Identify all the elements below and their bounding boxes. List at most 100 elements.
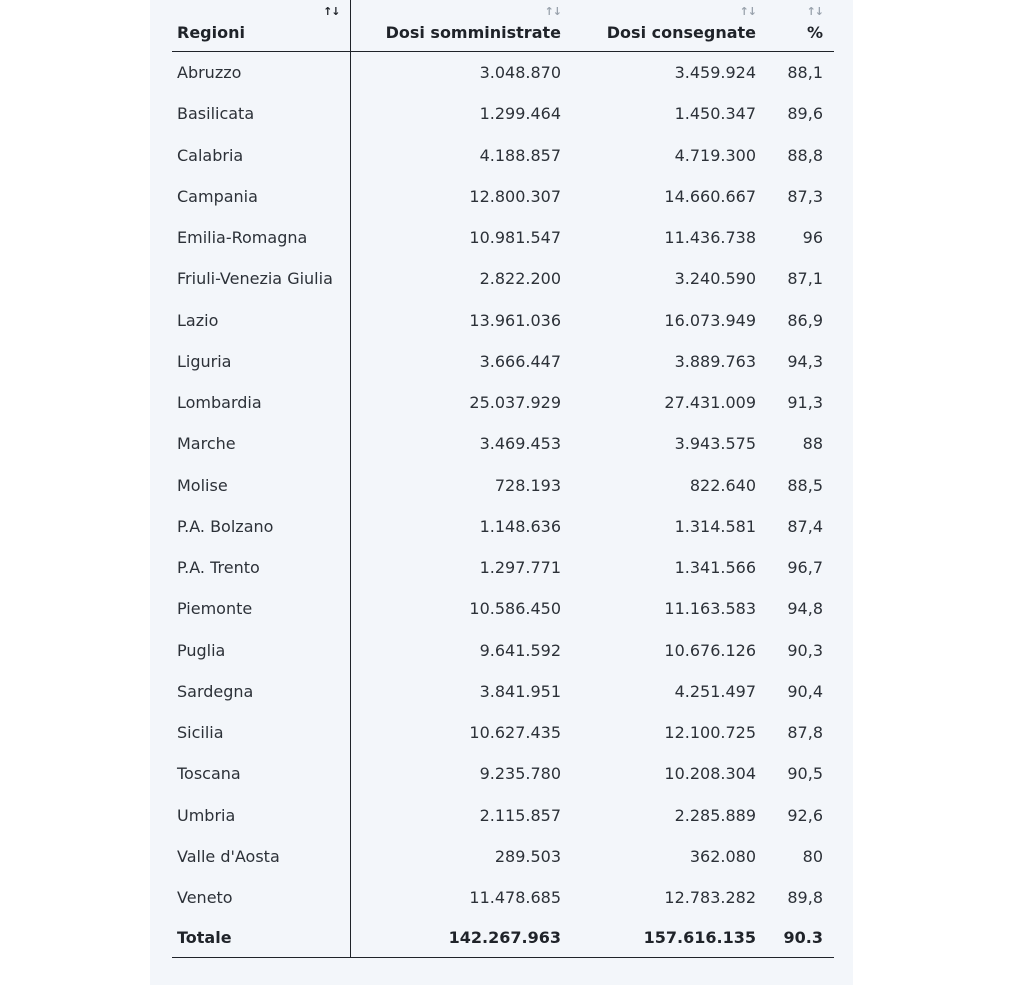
- administered-cell: 4.188.857: [479, 145, 561, 165]
- region-cell: Abruzzo: [172, 51, 351, 94]
- sort-icon[interactable]: ↑↓: [544, 5, 562, 18]
- table-row: Sicilia 10.627.435 12.100.725 87,8: [172, 712, 834, 754]
- administered-cell: 10.586.450: [469, 599, 561, 619]
- delivered-cell: 1.341.566: [674, 558, 756, 578]
- administered-cell: 728.193: [494, 475, 561, 495]
- region-cell: Friuli-Venezia Giulia: [172, 258, 351, 300]
- table-row: Campania 12.800.307 14.660.667 87,3: [172, 175, 834, 217]
- region-cell: Lombardia: [172, 382, 351, 424]
- administered-cell: 2.822.200: [479, 269, 561, 289]
- region-cell: Campania: [172, 175, 351, 217]
- delivered-cell: 2.285.889: [674, 805, 756, 825]
- region-cell: Valle d'Aosta: [172, 835, 351, 877]
- region-cell: Basilicata: [172, 93, 351, 135]
- region-cell: Veneto: [172, 877, 351, 919]
- region-cell: Sardegna: [172, 670, 351, 712]
- delivered-cell: 14.660.667: [664, 186, 756, 206]
- percent-cell: 96,7: [787, 558, 823, 578]
- column-header-dosi-consegnate[interactable]: ↑↓ Dosi consegnate: [572, 0, 767, 52]
- delivered-cell: 4.251.497: [674, 681, 756, 701]
- administered-cell: 3.469.453: [479, 434, 561, 454]
- table-row: Friuli-Venezia Giulia 2.822.200 3.240.590 8…: [172, 258, 834, 300]
- table-row: Umbria 2.115.857 2.285.889 92,6: [172, 794, 834, 836]
- percent-cell: 94,3: [787, 351, 823, 371]
- administered-cell: 2.115.857: [479, 805, 561, 825]
- region-cell: Marche: [172, 423, 351, 465]
- administered-cell: 3.841.951: [479, 681, 561, 701]
- percent-cell: 90,5: [787, 764, 823, 784]
- percent-cell: 80: [802, 846, 823, 866]
- percent-cell: 90,4: [787, 681, 823, 701]
- column-header-label: Regioni: [177, 23, 245, 42]
- vaccine-doses-table: ↑↓ Regioni ↑↓ Dosi somministrate ↑↓ Dosi…: [172, 0, 834, 959]
- sort-icon[interactable]: ↑↓: [806, 5, 824, 18]
- delivered-cell: 11.436.738: [664, 228, 756, 248]
- administered-cell: 13.961.036: [469, 310, 561, 330]
- administered-cell: 1.297.771: [479, 558, 561, 578]
- administered-cell: 1.299.464: [479, 104, 561, 124]
- region-cell: Molise: [172, 464, 351, 506]
- delivered-cell: 1.314.581: [674, 516, 756, 536]
- delivered-cell: 10.208.304: [664, 764, 756, 784]
- total-delivered: 157.616.135: [572, 918, 767, 959]
- percent-cell: 88,5: [787, 475, 823, 495]
- percent-cell: 90,3: [787, 640, 823, 660]
- column-header-label: Dosi consegnate: [606, 23, 756, 42]
- header-row: ↑↓ Regioni ↑↓ Dosi somministrate ↑↓ Dosi…: [172, 0, 834, 52]
- administered-cell: 9.235.780: [479, 764, 561, 784]
- administered-cell: 12.800.307: [469, 186, 561, 206]
- table-panel: ↑↓ Regioni ↑↓ Dosi somministrate ↑↓ Dosi…: [150, 0, 853, 985]
- region-cell: Piemonte: [172, 588, 351, 630]
- table-row: P.A. Bolzano 1.148.636 1.314.581 87,4: [172, 505, 834, 547]
- table-row: Lazio 13.961.036 16.073.949 86,9: [172, 299, 834, 341]
- percent-cell: 88: [802, 434, 823, 454]
- sort-icon[interactable]: ↑↓: [323, 5, 340, 18]
- percent-cell: 91,3: [787, 393, 823, 413]
- delivered-cell: 12.100.725: [664, 723, 756, 743]
- delivered-cell: 362.080: [689, 846, 756, 866]
- administered-cell: 3.666.447: [479, 351, 561, 371]
- administered-cell: 11.478.685: [469, 888, 561, 908]
- percent-cell: 87,4: [787, 516, 823, 536]
- region-cell: Emilia-Romagna: [172, 217, 351, 259]
- percent-cell: 89,6: [787, 104, 823, 124]
- total-administered: 142.267.963: [350, 918, 572, 959]
- table-row: Abruzzo 3.048.870 3.459.924 88,1: [172, 51, 834, 94]
- total-row: Totale 142.267.963 157.616.135 90.3: [172, 918, 834, 959]
- administered-cell: 9.641.592: [479, 640, 561, 660]
- column-header-dosi-somministrate[interactable]: ↑↓ Dosi somministrate: [350, 0, 572, 52]
- administered-cell: 289.503: [494, 846, 561, 866]
- region-cell: Lazio: [172, 299, 351, 341]
- sort-icon[interactable]: ↑↓: [739, 5, 757, 18]
- delivered-cell: 16.073.949: [664, 310, 756, 330]
- region-cell: P.A. Trento: [172, 547, 351, 589]
- table-row: Molise 728.193 822.640 88,5: [172, 464, 834, 506]
- delivered-cell: 11.163.583: [664, 599, 756, 619]
- percent-cell: 92,6: [787, 805, 823, 825]
- total-label: Totale: [172, 918, 351, 959]
- region-cell: Calabria: [172, 134, 351, 176]
- delivered-cell: 3.459.924: [674, 63, 756, 83]
- percent-cell: 89,8: [787, 888, 823, 908]
- administered-cell: 25.037.929: [469, 393, 561, 413]
- percent-cell: 88,1: [787, 63, 823, 83]
- region-cell: Sicilia: [172, 712, 351, 754]
- delivered-cell: 27.431.009: [664, 393, 756, 413]
- column-header-regioni[interactable]: ↑↓ Regioni: [172, 0, 351, 52]
- table-row: Valle d'Aosta 289.503 362.080 80: [172, 835, 834, 877]
- administered-cell: 1.148.636: [479, 516, 561, 536]
- percent-cell: 96: [802, 228, 823, 248]
- table-row: Basilicata 1.299.464 1.450.347 89,6: [172, 93, 834, 135]
- delivered-cell: 3.943.575: [674, 434, 756, 454]
- table-row: Emilia-Romagna 10.981.547 11.436.738 96: [172, 217, 834, 259]
- delivered-cell: 3.889.763: [674, 351, 756, 371]
- percent-cell: 94,8: [787, 599, 823, 619]
- table-row: Veneto 11.478.685 12.783.282 89,8: [172, 877, 834, 919]
- table-row: Puglia 9.641.592 10.676.126 90,3: [172, 629, 834, 671]
- table-row: Calabria 4.188.857 4.719.300 88,8: [172, 134, 834, 176]
- delivered-cell: 10.676.126: [664, 640, 756, 660]
- column-header-label: Dosi somministrate: [385, 23, 561, 42]
- column-header-percent[interactable]: ↑↓ %: [767, 0, 834, 52]
- delivered-cell: 12.783.282: [664, 888, 756, 908]
- table-row: Marche 3.469.453 3.943.575 88: [172, 423, 834, 465]
